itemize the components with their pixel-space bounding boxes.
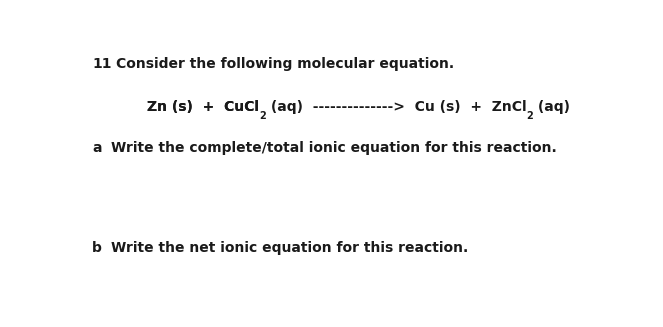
Text: 2: 2 — [526, 111, 533, 121]
Text: Zn (s)  +  CuCl: Zn (s) + CuCl — [147, 100, 259, 114]
Text: 2: 2 — [259, 111, 266, 121]
Text: b: b — [92, 241, 102, 255]
Text: Write the complete/total ionic equation for this reaction.: Write the complete/total ionic equation … — [111, 141, 557, 155]
Text: Consider the following molecular equation.: Consider the following molecular equatio… — [116, 57, 454, 71]
Text: (aq): (aq) — [533, 100, 570, 114]
Text: (aq)  -------------->  Cu (s)  +  ZnCl: (aq) --------------> Cu (s) + ZnCl — [266, 100, 526, 114]
Text: Write the net ionic equation for this reaction.: Write the net ionic equation for this re… — [111, 241, 468, 255]
Text: a: a — [92, 141, 101, 155]
Text: 11: 11 — [92, 57, 111, 71]
Text: Zn (s)  +  CuCl: Zn (s) + CuCl — [147, 100, 259, 114]
